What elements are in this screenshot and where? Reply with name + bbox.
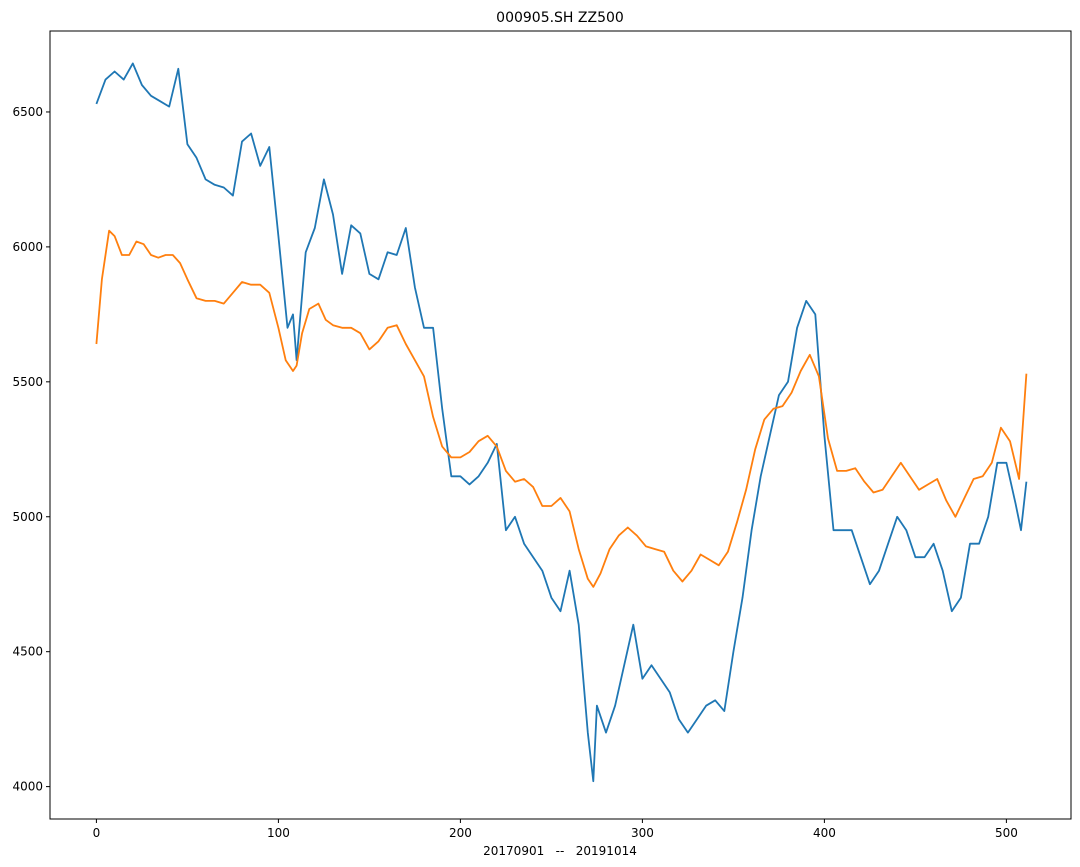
y-tick-label: 5500 [12, 375, 43, 389]
x-tick-label: 300 [631, 826, 654, 840]
x-tick-label: 0 [93, 826, 101, 840]
series-line-1 [95, 229, 1028, 588]
x-axis-label: 20170901 -- 20191014 [483, 844, 637, 858]
y-tick-label: 4500 [12, 645, 43, 659]
x-tick-label: 200 [449, 826, 472, 840]
series-layer [95, 62, 1028, 783]
x-tick-label: 100 [267, 826, 290, 840]
series-line-0 [95, 62, 1028, 783]
y-tick-label: 6000 [12, 240, 43, 254]
chart-title: 000905.SH ZZ500 [496, 10, 624, 26]
plot-area-frame [49, 30, 1072, 820]
x-tick-label: 500 [995, 826, 1018, 840]
y-tick-label: 5000 [12, 510, 43, 524]
ticks-layer: 0 100 200 300 400 500 4000 4500 5000 5500 6000 6500 [12, 105, 1017, 840]
y-tick-label: 4000 [12, 780, 43, 794]
x-tick-label: 400 [813, 826, 836, 840]
y-tick-label: 6500 [12, 105, 43, 119]
